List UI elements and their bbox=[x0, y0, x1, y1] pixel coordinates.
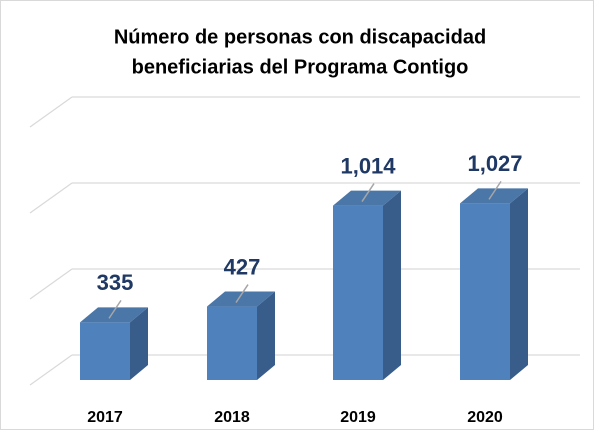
bar-front bbox=[207, 306, 257, 380]
bar-side bbox=[510, 188, 528, 380]
bar-top bbox=[207, 291, 275, 307]
label-leader bbox=[361, 183, 375, 203]
bar bbox=[333, 190, 401, 380]
x-tick-label: 2019 bbox=[340, 409, 376, 426]
chart-title: beneficiarias del Programa Contigo bbox=[132, 56, 469, 78]
x-tick-label: 2020 bbox=[467, 409, 503, 426]
bar-front bbox=[460, 203, 510, 380]
bar bbox=[80, 307, 148, 380]
grid-line bbox=[29, 182, 73, 214]
grid-line bbox=[29, 96, 73, 128]
bar-front bbox=[80, 322, 130, 380]
bar-top bbox=[460, 188, 528, 204]
bar-side bbox=[257, 291, 275, 380]
data-label: 335 bbox=[97, 270, 134, 295]
label-leader bbox=[488, 180, 502, 200]
bar-top bbox=[80, 307, 148, 323]
label-leader bbox=[108, 299, 122, 319]
data-label: 1,027 bbox=[467, 151, 522, 176]
grid-line bbox=[29, 268, 73, 300]
bar bbox=[460, 188, 528, 380]
label-leader bbox=[235, 284, 249, 303]
data-label: 427 bbox=[224, 254, 261, 279]
chart-title: Número de personas con discapacidad bbox=[114, 26, 486, 48]
bar-top bbox=[333, 190, 401, 206]
x-tick-label: 2018 bbox=[214, 409, 250, 426]
bar-front bbox=[333, 205, 383, 380]
bar-side bbox=[130, 307, 148, 380]
x-tick-label: 2017 bbox=[87, 409, 123, 426]
grid-line bbox=[29, 354, 73, 386]
bar bbox=[207, 291, 275, 380]
data-label: 1,014 bbox=[340, 153, 396, 178]
bar-side bbox=[383, 190, 401, 380]
